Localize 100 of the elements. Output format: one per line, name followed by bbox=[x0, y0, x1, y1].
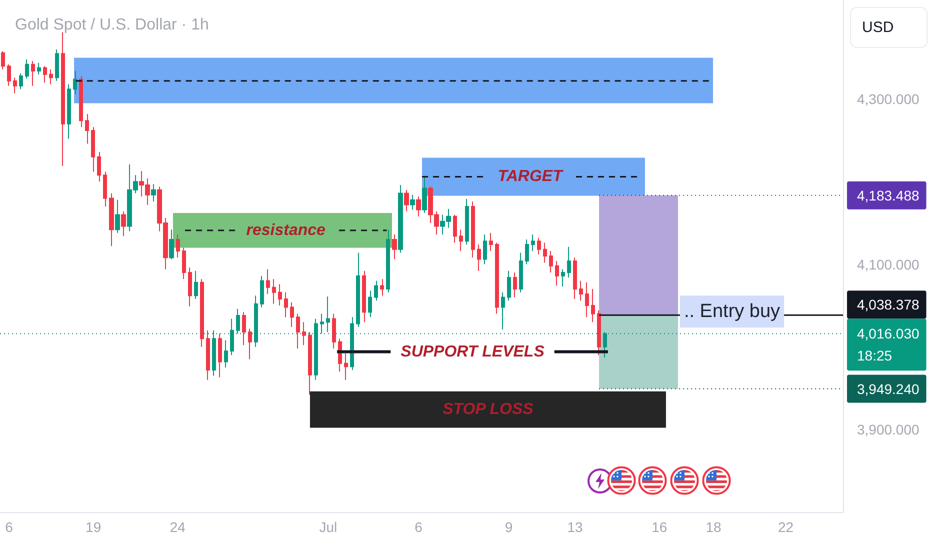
candlestick bbox=[549, 250, 553, 274]
candlestick bbox=[13, 77, 17, 94]
candlestick bbox=[248, 328, 252, 360]
candlestick bbox=[404, 189, 409, 212]
candlestick bbox=[374, 280, 378, 302]
candlestick bbox=[543, 242, 547, 264]
candlestick bbox=[91, 126, 95, 172]
candlestick bbox=[218, 333, 222, 378]
candlestick bbox=[386, 229, 390, 293]
candlestick bbox=[224, 340, 228, 368]
candlestick bbox=[296, 313, 300, 349]
band-label: STOP LOSS bbox=[442, 401, 534, 418]
candlestick bbox=[43, 66, 47, 84]
ref-line-label: 4,183.488 bbox=[857, 187, 920, 204]
candlestick bbox=[416, 196, 421, 217]
x-tick-label: 22 bbox=[778, 519, 794, 535]
candlestick bbox=[501, 292, 505, 330]
candlestick bbox=[398, 184, 403, 254]
x-tick-label: 19 bbox=[86, 519, 102, 535]
candlestick bbox=[483, 234, 487, 265]
candlestick bbox=[19, 72, 23, 90]
candlestick bbox=[182, 247, 186, 280]
candlestick bbox=[489, 232, 493, 252]
candlestick bbox=[380, 278, 384, 296]
candlestick bbox=[55, 49, 59, 82]
candlestick bbox=[73, 70, 77, 95]
candlestick bbox=[591, 288, 595, 323]
candlestick bbox=[272, 278, 276, 304]
x-tick-label: 9 bbox=[504, 519, 513, 535]
candlestick bbox=[31, 60, 35, 86]
candlestick bbox=[206, 330, 210, 380]
candlestick bbox=[531, 234, 535, 252]
candlestick bbox=[242, 312, 246, 346]
candlestick bbox=[67, 84, 71, 140]
candlestick bbox=[200, 278, 204, 348]
candlestick bbox=[302, 322, 306, 346]
candlestick bbox=[561, 268, 565, 288]
candlestick bbox=[308, 331, 312, 396]
ref-line-label: TARGET bbox=[498, 168, 564, 186]
candlestick bbox=[567, 246, 571, 278]
candlestick bbox=[555, 260, 559, 286]
candlestick bbox=[37, 62, 41, 75]
candlestick bbox=[151, 184, 156, 202]
candlestick bbox=[597, 310, 601, 356]
candlestick bbox=[79, 75, 83, 128]
candlestick bbox=[169, 229, 174, 260]
candlestick bbox=[362, 270, 366, 323]
y-tick-label: 3,900.000 bbox=[857, 421, 920, 438]
candlestick bbox=[97, 151, 101, 182]
candlestick bbox=[368, 290, 372, 318]
candlestick bbox=[459, 229, 463, 252]
ref-line-label: 4,016.030 18:25 bbox=[857, 326, 920, 364]
x-tick-label: 18 bbox=[706, 519, 722, 535]
candlestick bbox=[1, 50, 5, 70]
candlestick bbox=[422, 176, 427, 214]
candlestick bbox=[513, 272, 517, 298]
candlestick bbox=[537, 237, 541, 255]
candlestick bbox=[61, 32, 65, 166]
candlestick bbox=[290, 302, 294, 328]
candlestick bbox=[573, 257, 577, 300]
candlestick bbox=[188, 267, 192, 307]
annotation: .. Entry buy bbox=[684, 301, 781, 322]
candlestick bbox=[585, 282, 589, 318]
ref-line-label: 3,949.240 bbox=[857, 380, 920, 397]
ref-line-label: 4,038.378 bbox=[857, 296, 920, 313]
candlestick bbox=[194, 270, 198, 300]
y-axis-title: USD bbox=[862, 19, 894, 36]
ref-line-label: resistance bbox=[246, 222, 326, 239]
candlestick bbox=[85, 113, 89, 144]
candlestick bbox=[278, 284, 282, 306]
candlestick bbox=[7, 64, 11, 86]
y-tick-label: 4,300.000 bbox=[857, 91, 920, 108]
candlestick bbox=[332, 313, 336, 349]
candlestick bbox=[266, 268, 270, 294]
x-tick-label: 6 bbox=[414, 519, 423, 535]
candlestick bbox=[109, 192, 114, 247]
candlestick bbox=[410, 194, 415, 210]
candlestick bbox=[49, 68, 53, 85]
x-tick-label: Jul bbox=[319, 519, 338, 535]
candlestick bbox=[25, 58, 29, 79]
candlestick bbox=[579, 280, 583, 302]
candlestick bbox=[465, 198, 469, 245]
candlestick bbox=[495, 242, 499, 314]
candlestick bbox=[356, 252, 360, 328]
candlestick bbox=[284, 292, 288, 318]
y-tick-label: 4,100.000 bbox=[857, 256, 920, 272]
candlestick bbox=[344, 352, 348, 380]
ref-line-label: SUPPORT LEVELS bbox=[400, 343, 545, 360]
candlestick bbox=[115, 199, 120, 234]
x-tick-label: 24 bbox=[170, 519, 186, 535]
candlestick bbox=[525, 238, 529, 265]
candlestick bbox=[326, 296, 330, 332]
candlestick bbox=[519, 252, 523, 293]
candlestick bbox=[176, 234, 180, 258]
candlestick bbox=[103, 171, 107, 207]
x-tick-label: 13 bbox=[567, 519, 584, 535]
candlestick bbox=[471, 200, 475, 258]
candlestick bbox=[477, 244, 481, 272]
candlestick bbox=[260, 275, 264, 308]
candlestick bbox=[121, 210, 126, 237]
